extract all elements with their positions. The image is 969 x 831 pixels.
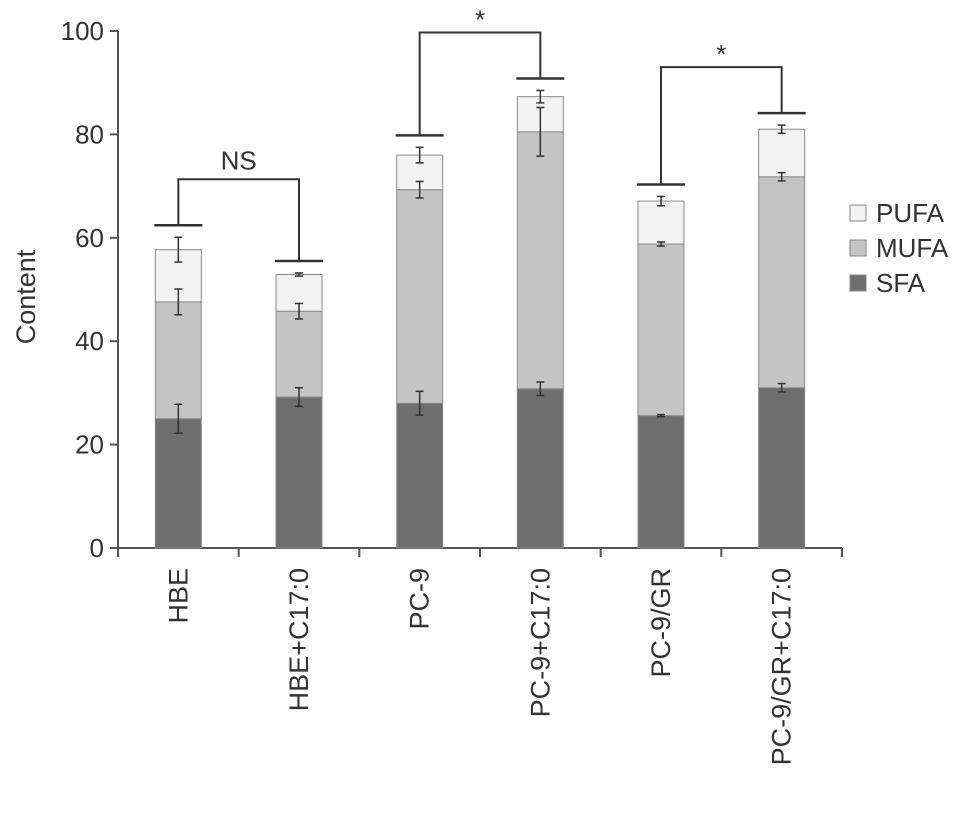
bar-segment-mufa xyxy=(758,176,806,389)
y-tick-label: 0 xyxy=(90,533,104,563)
bar-segment-sfa xyxy=(637,415,685,549)
x-category-label: PC-9/GR+C17:0 xyxy=(767,568,797,765)
bracket-line xyxy=(660,66,783,185)
axes: 0 20 40 60 80 100 HBE HBE+C17:0 PC-9 PC-9+C17:0 PC… xyxy=(61,16,843,765)
y-tick-label: 80 xyxy=(75,119,104,149)
legend: PUFA MUFA SFA xyxy=(849,198,949,298)
legend-label-sfa: SFA xyxy=(876,268,926,298)
bar-segment-pufa xyxy=(758,128,806,178)
legend-label-mufa: MUFA xyxy=(876,233,949,263)
bar-segment-mufa xyxy=(275,310,323,398)
bracket-line xyxy=(177,178,300,261)
bar-segment-sfa xyxy=(396,402,444,549)
x-category-label: PC-9/GR xyxy=(646,568,676,678)
x-category-label: PC-9+C17:0 xyxy=(525,568,555,717)
bar-segment-mufa xyxy=(516,131,564,390)
bar-segment-sfa xyxy=(275,396,323,549)
legend-swatch-sfa xyxy=(849,274,867,292)
y-tick-label: 40 xyxy=(75,326,104,356)
bar-segment-mufa xyxy=(396,189,444,404)
bar-segment-sfa xyxy=(154,418,202,549)
y-tick-label: 100 xyxy=(61,16,104,46)
significance-label: * xyxy=(475,4,485,34)
bracket-line xyxy=(418,31,542,136)
y-tick-label: 60 xyxy=(75,223,104,253)
legend-label-pufa: PUFA xyxy=(876,198,945,228)
significance-brackets: NS * * xyxy=(154,4,806,263)
bar-segment-mufa xyxy=(637,243,685,417)
significance-label: * xyxy=(716,39,726,69)
y-axis-title: Content xyxy=(11,249,41,344)
x-category-label: HBE xyxy=(163,568,193,624)
significance-label: NS xyxy=(221,145,257,175)
bar-segment-mufa xyxy=(154,301,202,420)
bar-segment-pufa xyxy=(637,200,685,245)
legend-swatch-pufa xyxy=(849,204,867,222)
bar-segment-sfa xyxy=(516,388,564,549)
error-bars xyxy=(174,89,786,434)
y-tick-label: 20 xyxy=(75,430,104,460)
legend-swatch-mufa xyxy=(849,239,867,257)
x-category-label: HBE+C17:0 xyxy=(284,568,314,711)
x-category-label: PC-9 xyxy=(405,568,435,630)
bar-segment-sfa xyxy=(758,387,806,549)
